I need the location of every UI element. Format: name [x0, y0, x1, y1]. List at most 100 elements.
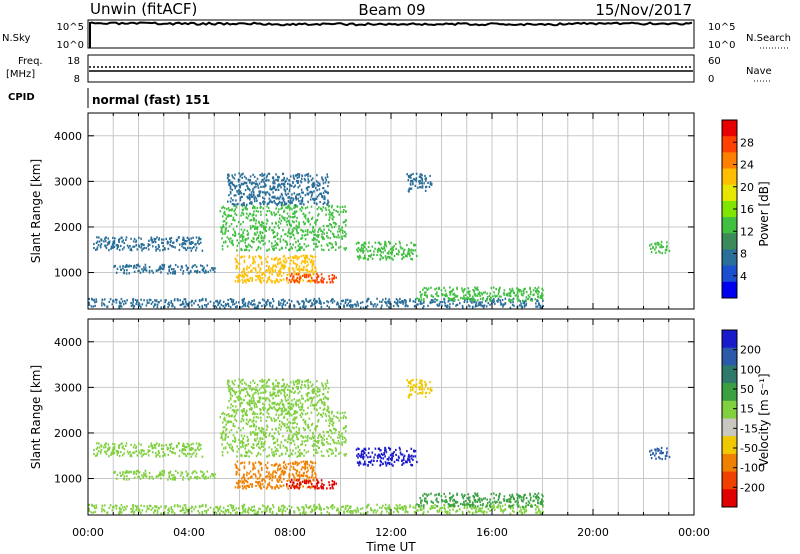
- data-cell: [245, 411, 247, 414]
- data-cell: [318, 228, 320, 231]
- data-cell: [257, 184, 259, 187]
- data-cell: [155, 451, 157, 455]
- data-cell: [479, 294, 481, 297]
- data-cell: [272, 180, 275, 183]
- data-cell: [138, 450, 140, 453]
- data-cell: [362, 247, 364, 250]
- data-cell: [384, 503, 387, 506]
- data-cell: [452, 508, 454, 511]
- data-cell: [295, 210, 298, 213]
- data-cell: [143, 299, 145, 302]
- data-cell: [236, 305, 238, 308]
- data-cell: [233, 194, 236, 197]
- data-cell: [315, 267, 317, 270]
- data-cell: [94, 510, 96, 513]
- data-cell: [255, 180, 257, 183]
- data-cell: [337, 233, 340, 237]
- data-cell: [238, 179, 241, 182]
- data-cell: [282, 484, 285, 487]
- data-cell: [664, 248, 667, 252]
- data-cell: [149, 298, 152, 302]
- data-cell: [261, 477, 264, 481]
- data-cell: [252, 225, 254, 228]
- data-cell: [306, 206, 309, 209]
- data-cell: [238, 232, 240, 235]
- data-cell: [291, 228, 294, 231]
- data-cell: [187, 473, 189, 476]
- data-cell: [535, 508, 537, 511]
- data-cell: [171, 508, 174, 511]
- data-cell: [499, 505, 501, 508]
- data-cell: [311, 302, 313, 305]
- data-cell: [268, 302, 271, 306]
- data-cell: [311, 182, 314, 185]
- data-cell: [113, 265, 115, 268]
- data-cell: [251, 483, 253, 486]
- data-cell: [358, 258, 360, 261]
- data-cell: [397, 253, 400, 256]
- data-cell: [317, 184, 320, 187]
- data-cell: [115, 450, 118, 453]
- data-cell: [135, 239, 138, 242]
- data-cell: [344, 248, 347, 251]
- data-cell: [337, 508, 339, 511]
- data-cell: [230, 448, 233, 451]
- data-cell: [118, 510, 121, 513]
- data-cell: [148, 301, 150, 304]
- data-cell: [295, 484, 297, 487]
- data-cell: [133, 510, 136, 514]
- data-cell: [292, 466, 295, 469]
- data-cell: [509, 306, 512, 309]
- data-cell: [299, 414, 301, 417]
- data-cell: [228, 209, 231, 212]
- data-cell: [241, 443, 244, 446]
- data-cell: [237, 242, 240, 245]
- data-cell: [399, 245, 402, 248]
- data-cell: [304, 460, 307, 463]
- data-cell: [255, 274, 257, 277]
- data-cell: [326, 381, 329, 384]
- data-cell: [333, 414, 335, 418]
- data-cell: [256, 182, 258, 185]
- data-cell: [384, 240, 386, 243]
- data-cell: [332, 221, 335, 224]
- data-cell: [252, 216, 255, 219]
- data-cell: [249, 244, 251, 247]
- data-cell: [310, 195, 313, 198]
- data-cell: [106, 511, 109, 514]
- data-cell: [329, 237, 332, 240]
- data-cell: [419, 300, 422, 303]
- data-cell: [272, 191, 274, 194]
- data-cell: [376, 253, 378, 257]
- data-cell: [232, 449, 234, 453]
- data-cell: [320, 273, 323, 276]
- data-cell: [224, 304, 227, 307]
- data-cell: [311, 193, 313, 196]
- data-cell: [434, 506, 436, 509]
- data-cell: [275, 213, 278, 216]
- data-cell: [540, 512, 543, 515]
- data-cell: [305, 233, 307, 236]
- data-cell: [513, 510, 515, 513]
- data-cell: [253, 303, 255, 306]
- data-cell: [404, 302, 407, 305]
- data-cell: [237, 448, 240, 451]
- data-cell: [125, 442, 128, 445]
- data-cell: [120, 302, 122, 305]
- data-cell: [286, 483, 288, 486]
- data-cell: [302, 300, 305, 303]
- nsearch-label: N.Search: [746, 33, 791, 44]
- data-cell: [91, 504, 93, 507]
- data-cell: [299, 454, 301, 458]
- data-cell: [312, 225, 314, 228]
- data-cell: [426, 296, 428, 299]
- data-cell: [236, 203, 238, 206]
- data-cell: [331, 485, 334, 488]
- data-cell: [389, 248, 392, 251]
- data-cell: [150, 238, 152, 241]
- data-cell: [415, 509, 418, 512]
- data-cell: [349, 305, 352, 309]
- data-cell: [276, 243, 279, 246]
- data-cell: [327, 507, 330, 510]
- data-cell: [243, 204, 245, 207]
